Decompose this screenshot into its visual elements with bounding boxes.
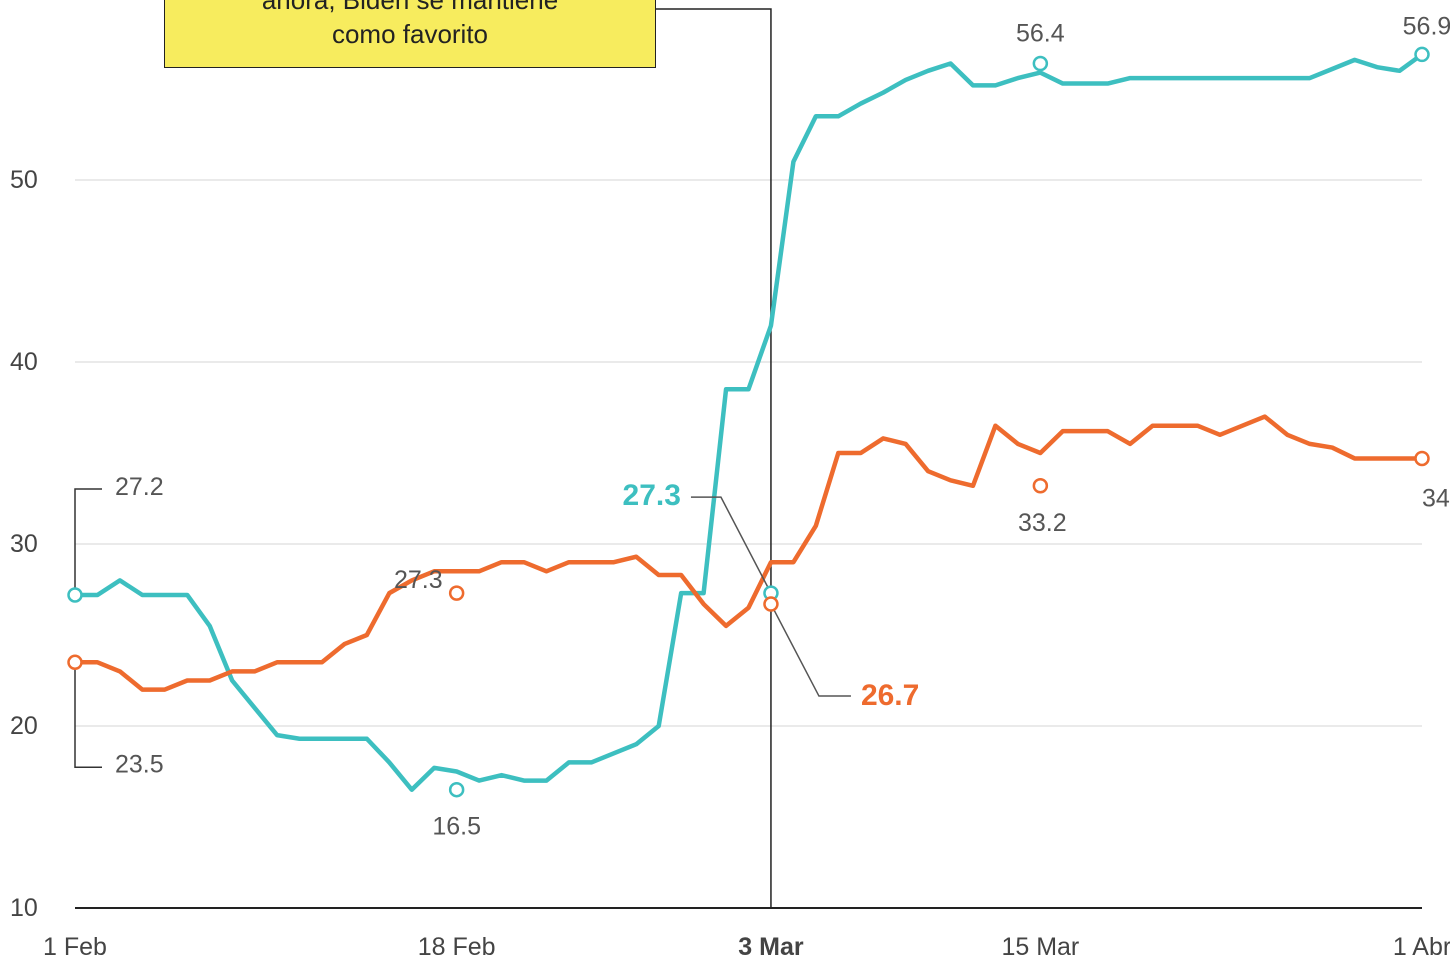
data-label: 56.9 xyxy=(1403,12,1450,40)
annotation-line-1: ahora, Biden se mantiene xyxy=(261,0,559,15)
annotation-box: ahora, Biden se mantiene como favorito xyxy=(164,0,656,68)
data-point-marker xyxy=(448,781,465,798)
data-point-marker xyxy=(1032,478,1049,494)
leader-line xyxy=(690,496,772,594)
y-tick-label: 30 xyxy=(10,530,38,558)
data-label: 23.5 xyxy=(115,750,164,778)
data-point-marker xyxy=(1414,450,1430,467)
data-point-marker xyxy=(1414,46,1430,63)
series-line-1 xyxy=(72,414,1425,692)
data-label: 56.4 xyxy=(1016,20,1065,48)
reference-line xyxy=(656,8,772,908)
x-tick-label: 1 Abr xyxy=(1393,933,1450,961)
x-tick-label: 3 Mar xyxy=(738,933,804,961)
bracket-line xyxy=(74,662,102,769)
data-label: 27.3 xyxy=(394,566,443,594)
y-tick-label: 40 xyxy=(10,348,38,376)
data-point-marker xyxy=(448,585,465,601)
data-label: 27.3 xyxy=(623,479,681,512)
data-label: 33.2 xyxy=(1018,509,1067,537)
y-tick-label: 50 xyxy=(10,166,38,194)
data-label: 34.7 xyxy=(1422,484,1450,512)
x-tick-label: 1 Feb xyxy=(43,933,107,961)
y-tick-label: 20 xyxy=(10,712,38,740)
data-point-marker xyxy=(1032,55,1049,72)
series-line-0 xyxy=(72,52,1425,792)
annotation-line-2: como favorito xyxy=(331,19,489,49)
data-label: 27.2 xyxy=(115,473,164,501)
leader-line xyxy=(770,603,851,697)
y-tick-label: 10 xyxy=(10,894,38,922)
x-tick-label: 15 Mar xyxy=(1001,933,1079,961)
data-point-marker xyxy=(67,654,83,671)
data-point-marker xyxy=(67,587,83,603)
bracket-line xyxy=(74,488,102,595)
data-point-marker xyxy=(763,596,779,612)
data-label: 26.7 xyxy=(861,679,919,712)
data-label: 16.5 xyxy=(432,813,481,841)
x-tick-label: 18 Feb xyxy=(418,933,496,961)
